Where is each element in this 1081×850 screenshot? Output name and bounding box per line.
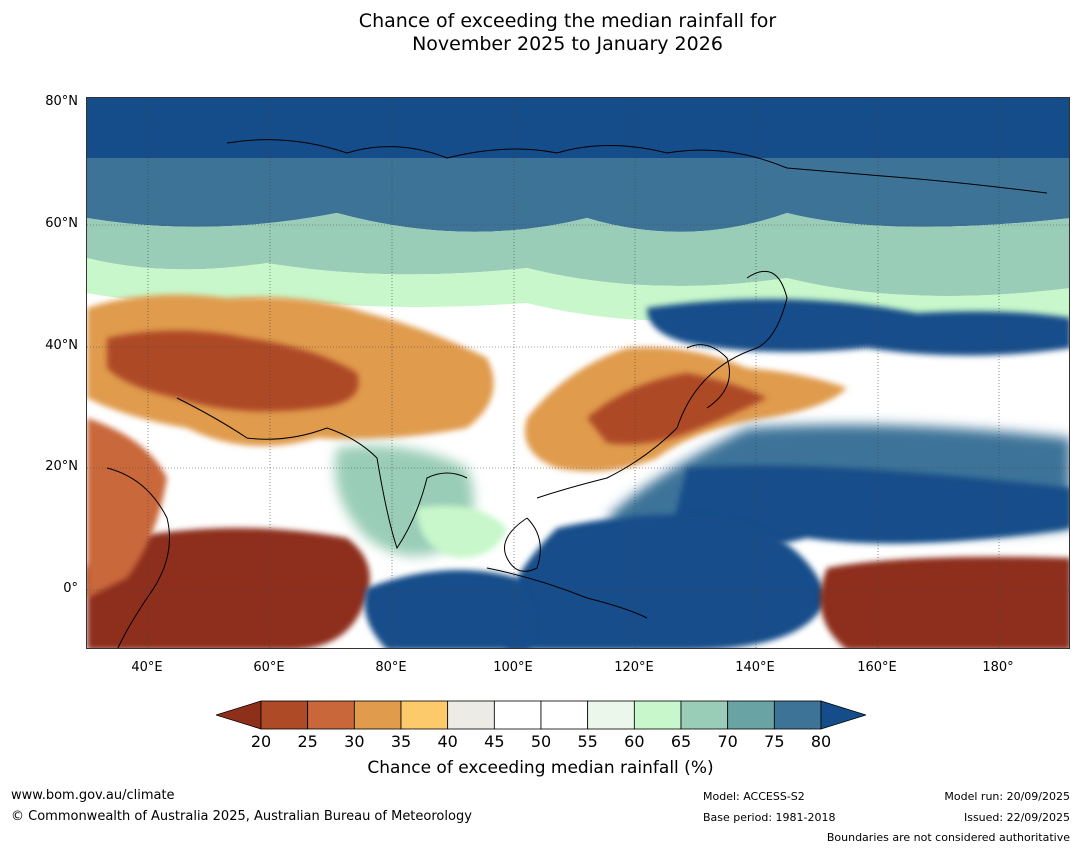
colorbar-tick-label: 25 <box>297 732 318 751</box>
colorbar-cell <box>493 700 542 730</box>
colorbar-tick-label: 65 <box>670 732 692 751</box>
colorbar-cell <box>400 700 449 730</box>
lon-label-180: 180° <box>982 660 1014 675</box>
japan-coast <box>686 344 730 409</box>
colorbar-tick-label: 70 <box>717 732 738 751</box>
title-line-1: Chance of exceeding the median rainfall … <box>358 10 777 32</box>
colorbar-cell <box>260 700 309 730</box>
lat-label-0: 0° <box>63 581 78 596</box>
borneo-coast <box>504 517 541 572</box>
south-indian-ocean-wet <box>364 570 535 648</box>
base-period-text: Base period: 1981-2018 <box>703 811 836 824</box>
iran-very-dry <box>107 330 359 412</box>
lon-label-60e: 60°E <box>253 660 285 675</box>
colorbar-cell <box>633 700 682 730</box>
colorbar-tick-label: 55 <box>577 732 598 751</box>
lon-label-140e: 140°E <box>735 660 775 675</box>
siberia-band <box>87 158 1069 232</box>
java-coast <box>486 567 648 619</box>
model-text: Model: ACCESS-S2 <box>703 790 805 803</box>
africa-coast <box>106 467 170 648</box>
east-china-very-dry <box>587 373 767 445</box>
graticule <box>87 98 1069 648</box>
colorbar-tick-label: 20 <box>250 732 272 751</box>
disclaimer-text: Boundaries are not considered authoritat… <box>826 831 1070 844</box>
colorbar-cells <box>216 700 866 730</box>
lon-label-120e: 120°E <box>614 660 654 675</box>
title-line-2: November 2025 to January 2026 <box>412 33 723 55</box>
issued-text: Issued: 22/09/2025 <box>963 811 1070 824</box>
lon-label-80e: 80°E <box>375 660 407 675</box>
bay-of-bengal-green <box>417 505 507 558</box>
colorbar-cell <box>540 700 589 730</box>
arctic-wet-band <box>87 98 1069 158</box>
mid-lat-green-band <box>87 213 1069 296</box>
lon-label-40e: 40°E <box>131 660 163 675</box>
indian-ocean-dry <box>87 528 370 648</box>
colorbar-label: Chance of exceeding median rainfall (%) <box>367 758 714 778</box>
maritime-continent-wet <box>502 514 827 648</box>
lat-label-60n: 60°N <box>45 216 78 231</box>
colorbar-cell <box>773 700 822 730</box>
copyright-text: © Commonwealth of Australia 2025, Austra… <box>11 809 472 824</box>
east-africa-dry <box>87 418 167 598</box>
chart-title: Chance of exceeding the median rainfall … <box>0 10 1081 56</box>
colorbar-arrow-low <box>216 700 262 730</box>
colorbar-tick-label: 45 <box>484 732 505 751</box>
colorbar-cell <box>727 700 775 730</box>
lon-label-100e: 100°E <box>493 660 533 675</box>
south-pacific-dry <box>820 556 1069 648</box>
north-pacific-wet <box>647 299 1069 356</box>
colorbar-cell <box>680 700 729 730</box>
colorbar-tick-label: 60 <box>624 732 645 751</box>
arabia-coast <box>176 397 328 440</box>
lon-label-160e: 160°E <box>857 660 897 675</box>
map-svg <box>87 98 1069 648</box>
website-link[interactable]: www.bom.gov.au/climate <box>11 788 175 803</box>
east-asia-coast <box>536 270 788 499</box>
colorbar-tick-label: 40 <box>437 732 458 751</box>
colorbar-cell <box>307 700 355 730</box>
model-run-text: Model run: 20/09/2025 <box>944 790 1070 803</box>
lat-label-20n: 20°N <box>45 459 78 474</box>
colorbar-tick-label: 30 <box>344 732 365 751</box>
colorbar-cell <box>587 700 635 730</box>
coastlines <box>106 139 1048 648</box>
colorbar-tick-label: 75 <box>764 732 785 751</box>
india-coast <box>326 427 468 550</box>
west-pacific-very-wet <box>667 465 1069 552</box>
lat-label-40n: 40°N <box>45 338 78 353</box>
rainfall-fields <box>87 98 1069 648</box>
colorbar-arrow-high <box>820 700 866 730</box>
colorbar-tick-label: 50 <box>530 732 552 751</box>
colorbar-cell <box>447 700 495 730</box>
rainfall-map <box>86 97 1070 649</box>
colorbar <box>216 700 866 730</box>
colorbar-cell <box>353 700 402 730</box>
colorbar-tick-label: 80 <box>810 732 832 751</box>
lat-label-80n: 80°N <box>45 94 78 109</box>
arctic-coast <box>226 139 1048 194</box>
colorbar-tick-label: 35 <box>390 732 412 751</box>
